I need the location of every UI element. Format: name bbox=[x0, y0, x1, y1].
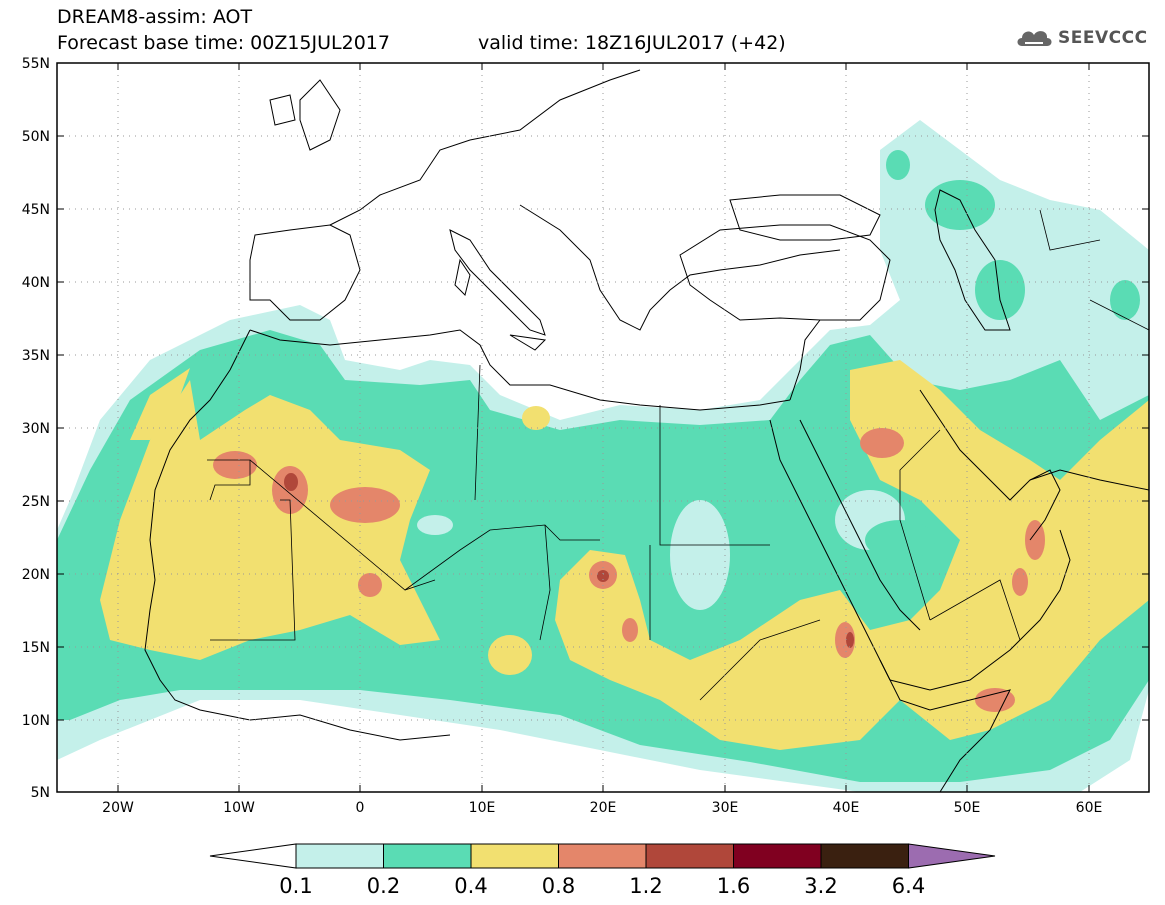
legend-level: 1.2 bbox=[629, 874, 662, 898]
country-borders bbox=[207, 209, 1149, 701]
lat-label: 10N bbox=[22, 713, 50, 729]
legend-swatch bbox=[470, 843, 559, 869]
legend-swatch bbox=[645, 843, 734, 869]
legend-level: 1.6 bbox=[717, 874, 750, 898]
lat-label: 20N bbox=[22, 567, 50, 583]
legend-level: 0.1 bbox=[279, 874, 312, 898]
lon-label: 50E bbox=[954, 800, 981, 816]
lat-label: 25N bbox=[22, 494, 50, 510]
legend-level: 3.2 bbox=[804, 874, 837, 898]
lon-label: 20W bbox=[102, 800, 134, 816]
lat-label: 5N bbox=[31, 785, 50, 801]
lat-label: 30N bbox=[22, 421, 50, 437]
lat-label: 35N bbox=[22, 348, 50, 364]
lon-label: 10E bbox=[469, 800, 496, 816]
lat-label: 45N bbox=[22, 202, 50, 218]
legend-low-arrow bbox=[209, 843, 297, 869]
valid-time: valid time: 18Z16JUL2017 (+42) bbox=[478, 32, 786, 54]
graticule bbox=[57, 63, 1149, 792]
legend-swatch bbox=[383, 843, 472, 869]
lat-label: 40N bbox=[22, 275, 50, 291]
legend-swatch bbox=[295, 843, 384, 869]
legend-high-arrow bbox=[908, 843, 996, 869]
lon-label: 40E bbox=[833, 800, 860, 816]
lon-label: 30E bbox=[712, 800, 739, 816]
axis-ticks bbox=[57, 62, 1149, 792]
legend-swatch bbox=[820, 843, 909, 869]
legend-swatch bbox=[733, 843, 822, 869]
legend-level: 0.2 bbox=[367, 874, 400, 898]
legend-level: 0.8 bbox=[542, 874, 575, 898]
seevccc-logo: SEEVCCC bbox=[1016, 26, 1148, 50]
lon-label: 60E bbox=[1076, 800, 1103, 816]
lat-label: 55N bbox=[22, 56, 50, 72]
cloud-icon bbox=[1017, 31, 1052, 46]
legend-swatch bbox=[558, 843, 647, 869]
forecast-base-time: Forecast base time: 00Z15JUL2017 bbox=[57, 32, 390, 54]
lat-label: 15N bbox=[22, 640, 50, 656]
map-title: DREAM8-assim: AOT bbox=[57, 6, 253, 28]
legend-level: 6.4 bbox=[892, 874, 925, 898]
lat-label: 50N bbox=[22, 129, 50, 145]
longitude-labels: 20W 10W 0 10E 20E 30E 40E 50E 60E bbox=[102, 800, 1102, 816]
lon-label: 20E bbox=[590, 800, 617, 816]
lon-label: 0 bbox=[356, 800, 365, 816]
coastlines bbox=[144, 69, 1149, 792]
legend-labels: 0.1 0.2 0.4 0.8 1.2 1.6 3.2 6.4 bbox=[279, 874, 925, 898]
legend-level: 0.4 bbox=[454, 874, 487, 898]
color-legend bbox=[209, 843, 996, 869]
latitude-labels: 55N 50N 45N 40N 35N 30N 25N 20N 15N 10N … bbox=[22, 56, 50, 801]
lon-label: 10W bbox=[223, 800, 255, 816]
